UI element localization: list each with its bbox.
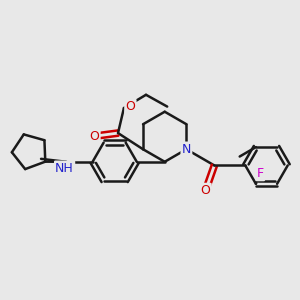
Text: N: N: [182, 143, 191, 156]
Text: NH: NH: [55, 162, 74, 175]
Text: O: O: [201, 184, 211, 197]
Text: F: F: [257, 167, 264, 180]
Text: O: O: [89, 130, 99, 142]
Text: O: O: [125, 100, 135, 113]
